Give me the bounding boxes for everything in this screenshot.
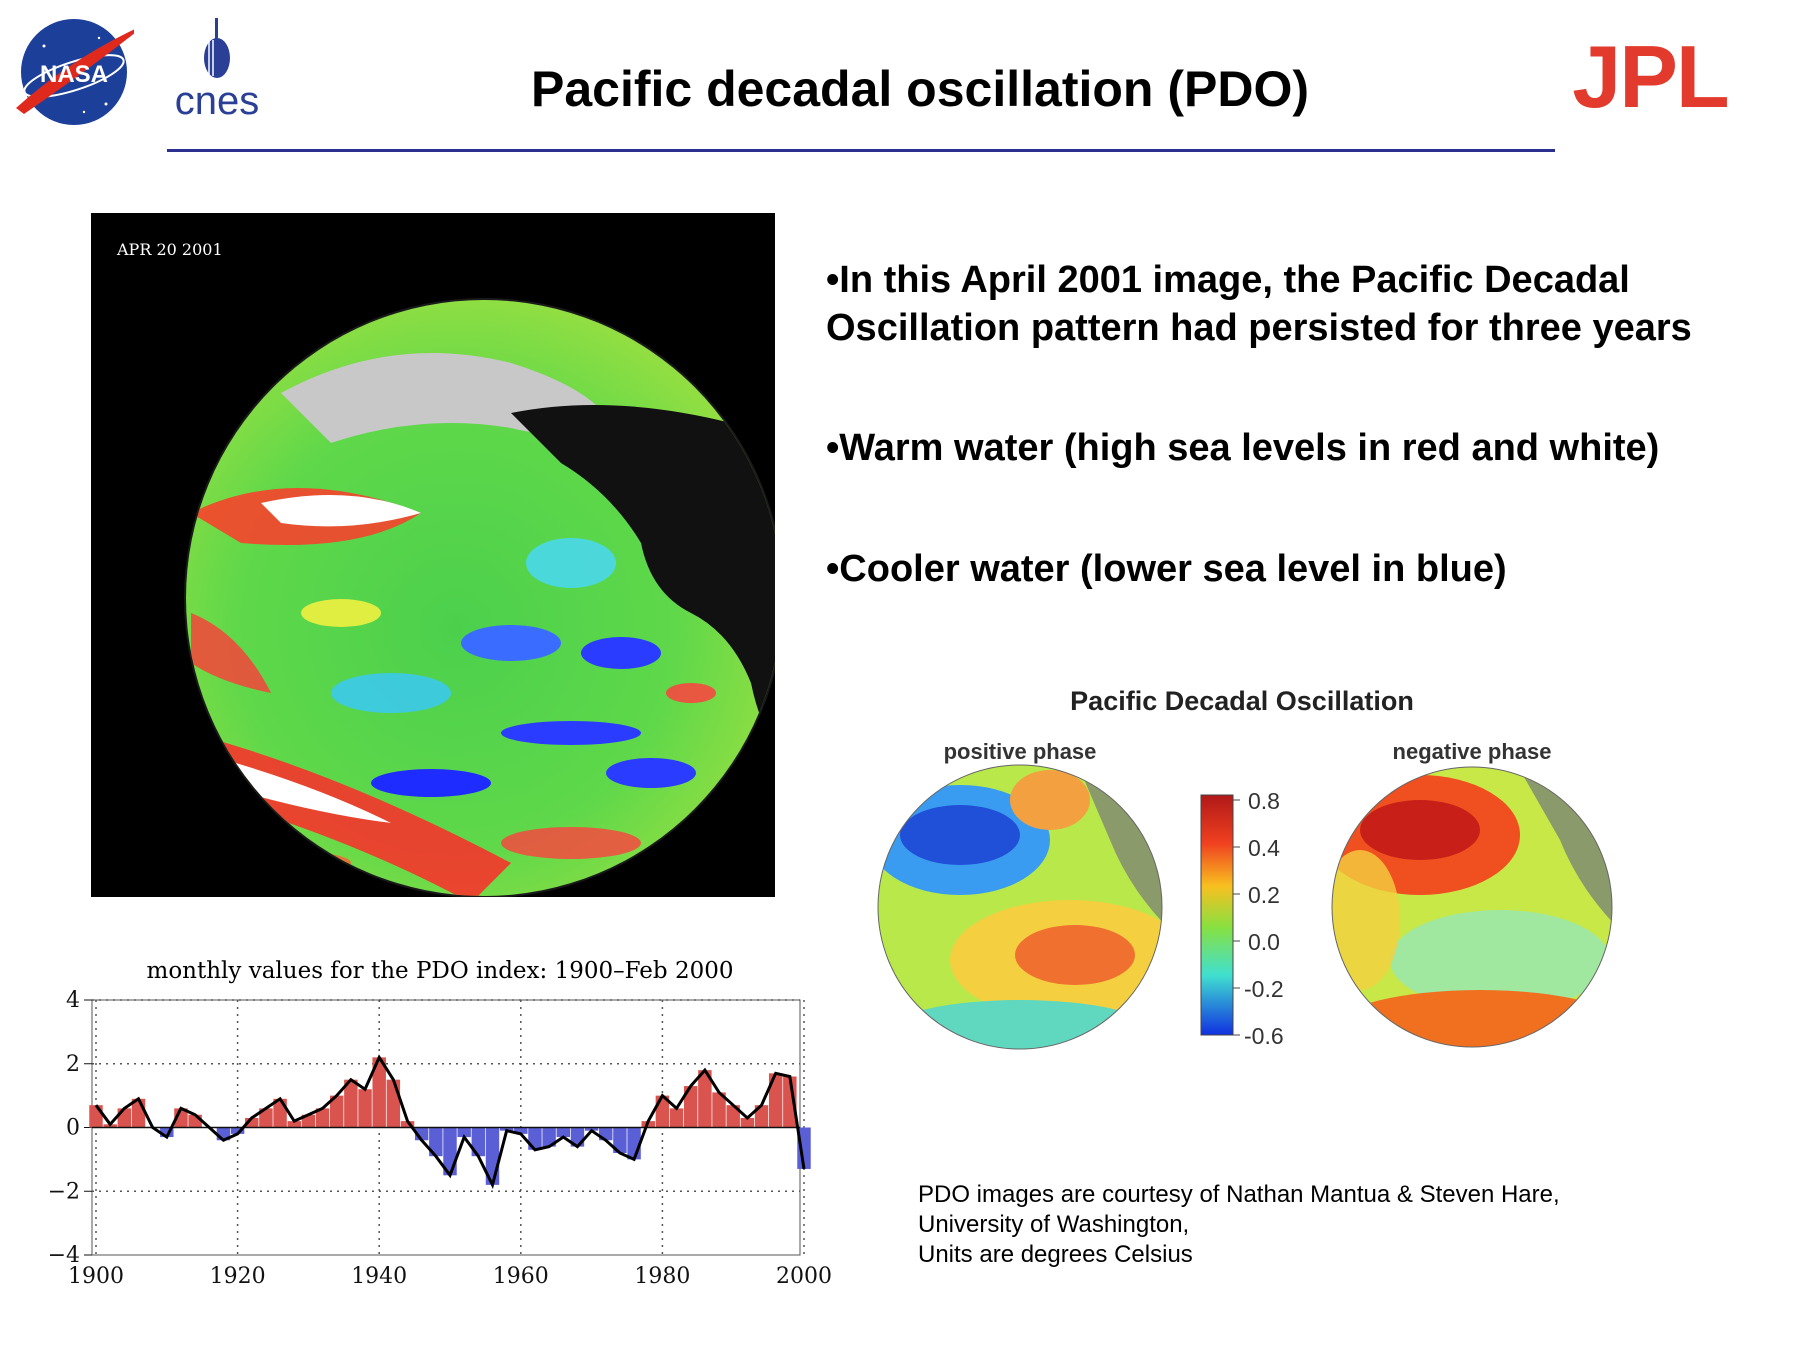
x-tick-label: 1920 xyxy=(210,1264,266,1289)
pdo-bar xyxy=(301,1114,316,1128)
bullet-warm-water: •Warm water (high sea levels in red and … xyxy=(826,427,1660,469)
pdo-bar xyxy=(315,1108,330,1128)
pdo-bar xyxy=(740,1117,755,1128)
positive-phase-label: positive phase xyxy=(944,739,1097,764)
phase-figure-title: Pacific Decadal Oscillation xyxy=(1070,686,1414,716)
pdo-bar xyxy=(683,1086,698,1128)
colorbar-tick: 0.8 xyxy=(1248,788,1280,814)
y-tick-label: −4 xyxy=(50,1243,80,1268)
x-tick-label: 2000 xyxy=(776,1264,832,1289)
pdo-bar xyxy=(160,1127,174,1138)
pdo-bar xyxy=(698,1070,712,1128)
colorbar-tick: -0.6 xyxy=(1244,1023,1284,1049)
pdo-bar xyxy=(726,1105,740,1128)
pdo-bar xyxy=(358,1089,372,1128)
pdo-bar xyxy=(754,1105,769,1128)
y-tick-label: 0 xyxy=(66,1116,80,1141)
colorbar-tick: 0.0 xyxy=(1248,929,1280,955)
pdo-bar xyxy=(613,1127,627,1153)
page-title: Pacific decadal oscillation (PDO) xyxy=(530,61,1309,117)
pdo-index-chart: 1900 1920 1940 1960 1980 2000 4 2 0 −2 −4 xyxy=(50,988,832,1289)
credit-line: University of Washington, xyxy=(918,1211,1190,1238)
phase-colorbar: 0.8 0.4 0.2 0.0 -0.2 -0.6 xyxy=(1200,788,1284,1049)
pdo-bar xyxy=(329,1095,344,1128)
pdo-bar xyxy=(514,1127,528,1134)
y-tick-label: −2 xyxy=(50,1179,80,1204)
credit-line: PDO images are courtesy of Nathan Mantua… xyxy=(918,1181,1560,1208)
x-tick-label: 1940 xyxy=(351,1264,407,1289)
pdo-bar xyxy=(287,1121,301,1128)
pdo-bar xyxy=(768,1073,783,1128)
bullet-cool-water: •Cooler water (lower sea level in blue) xyxy=(826,548,1507,590)
satellite-sea-level-image: APR 20 2001 xyxy=(91,213,784,898)
pdo-chart-title: monthly values for the PDO index: 1900–F… xyxy=(146,958,734,984)
nasa-logo: NASA xyxy=(14,16,146,128)
image-credit: PDO images are courtesy of Nathan Mantua… xyxy=(918,1180,1560,1270)
pdo-bar xyxy=(712,1092,726,1128)
cnes-logo-text: cnes xyxy=(175,79,260,118)
pdo-bar xyxy=(344,1079,358,1128)
jpl-logo-text: JPL xyxy=(1572,32,1728,122)
positive-phase-globe xyxy=(877,764,1163,1050)
pdo-bar xyxy=(230,1127,245,1134)
pdo-bar xyxy=(429,1127,443,1157)
pdo-phase-figure: Pacific Decadal Oscillation positive pha… xyxy=(860,670,1640,1070)
negative-phase-label: negative phase xyxy=(1393,739,1552,764)
jpl-logo: JPL xyxy=(1550,27,1750,126)
pdo-bar xyxy=(372,1057,386,1128)
satellite-date-label: APR 20 2001 xyxy=(116,240,223,259)
pdo-bar xyxy=(89,1105,103,1128)
x-tick-label: 1900 xyxy=(68,1264,124,1289)
cnes-logo: cnes xyxy=(165,18,275,123)
pdo-bar xyxy=(556,1127,571,1138)
nasa-logo-text: NASA xyxy=(40,61,108,88)
colorbar-tick: 0.2 xyxy=(1248,882,1280,908)
colorbar-tick: -0.2 xyxy=(1244,976,1284,1002)
pdo-bar xyxy=(117,1108,132,1128)
pdo-bar xyxy=(400,1121,415,1128)
x-tick-label: 1980 xyxy=(634,1264,690,1289)
pdo-bar xyxy=(471,1127,486,1157)
pdo-series-line xyxy=(94,1054,806,1190)
credit-line: Units are degrees Celsius xyxy=(918,1241,1193,1268)
negative-phase-globe xyxy=(1331,766,1613,1048)
pdo-bar xyxy=(457,1127,471,1138)
y-tick-label: 2 xyxy=(66,1052,80,1077)
pdo-bar xyxy=(542,1127,556,1147)
pdo-bar xyxy=(245,1117,259,1128)
colorbar-tick: 0.4 xyxy=(1248,835,1280,861)
bullet-pdo-persisted: •In this April 2001 image, the Pacific D… xyxy=(826,259,1692,349)
title-divider xyxy=(167,149,1555,152)
y-tick-label: 4 xyxy=(66,988,80,1013)
pdo-bar xyxy=(499,1127,514,1131)
x-tick-label: 1960 xyxy=(493,1264,549,1289)
pdo-bar xyxy=(386,1079,401,1128)
pdo-bar xyxy=(259,1108,273,1128)
pdo-bar xyxy=(669,1108,684,1128)
